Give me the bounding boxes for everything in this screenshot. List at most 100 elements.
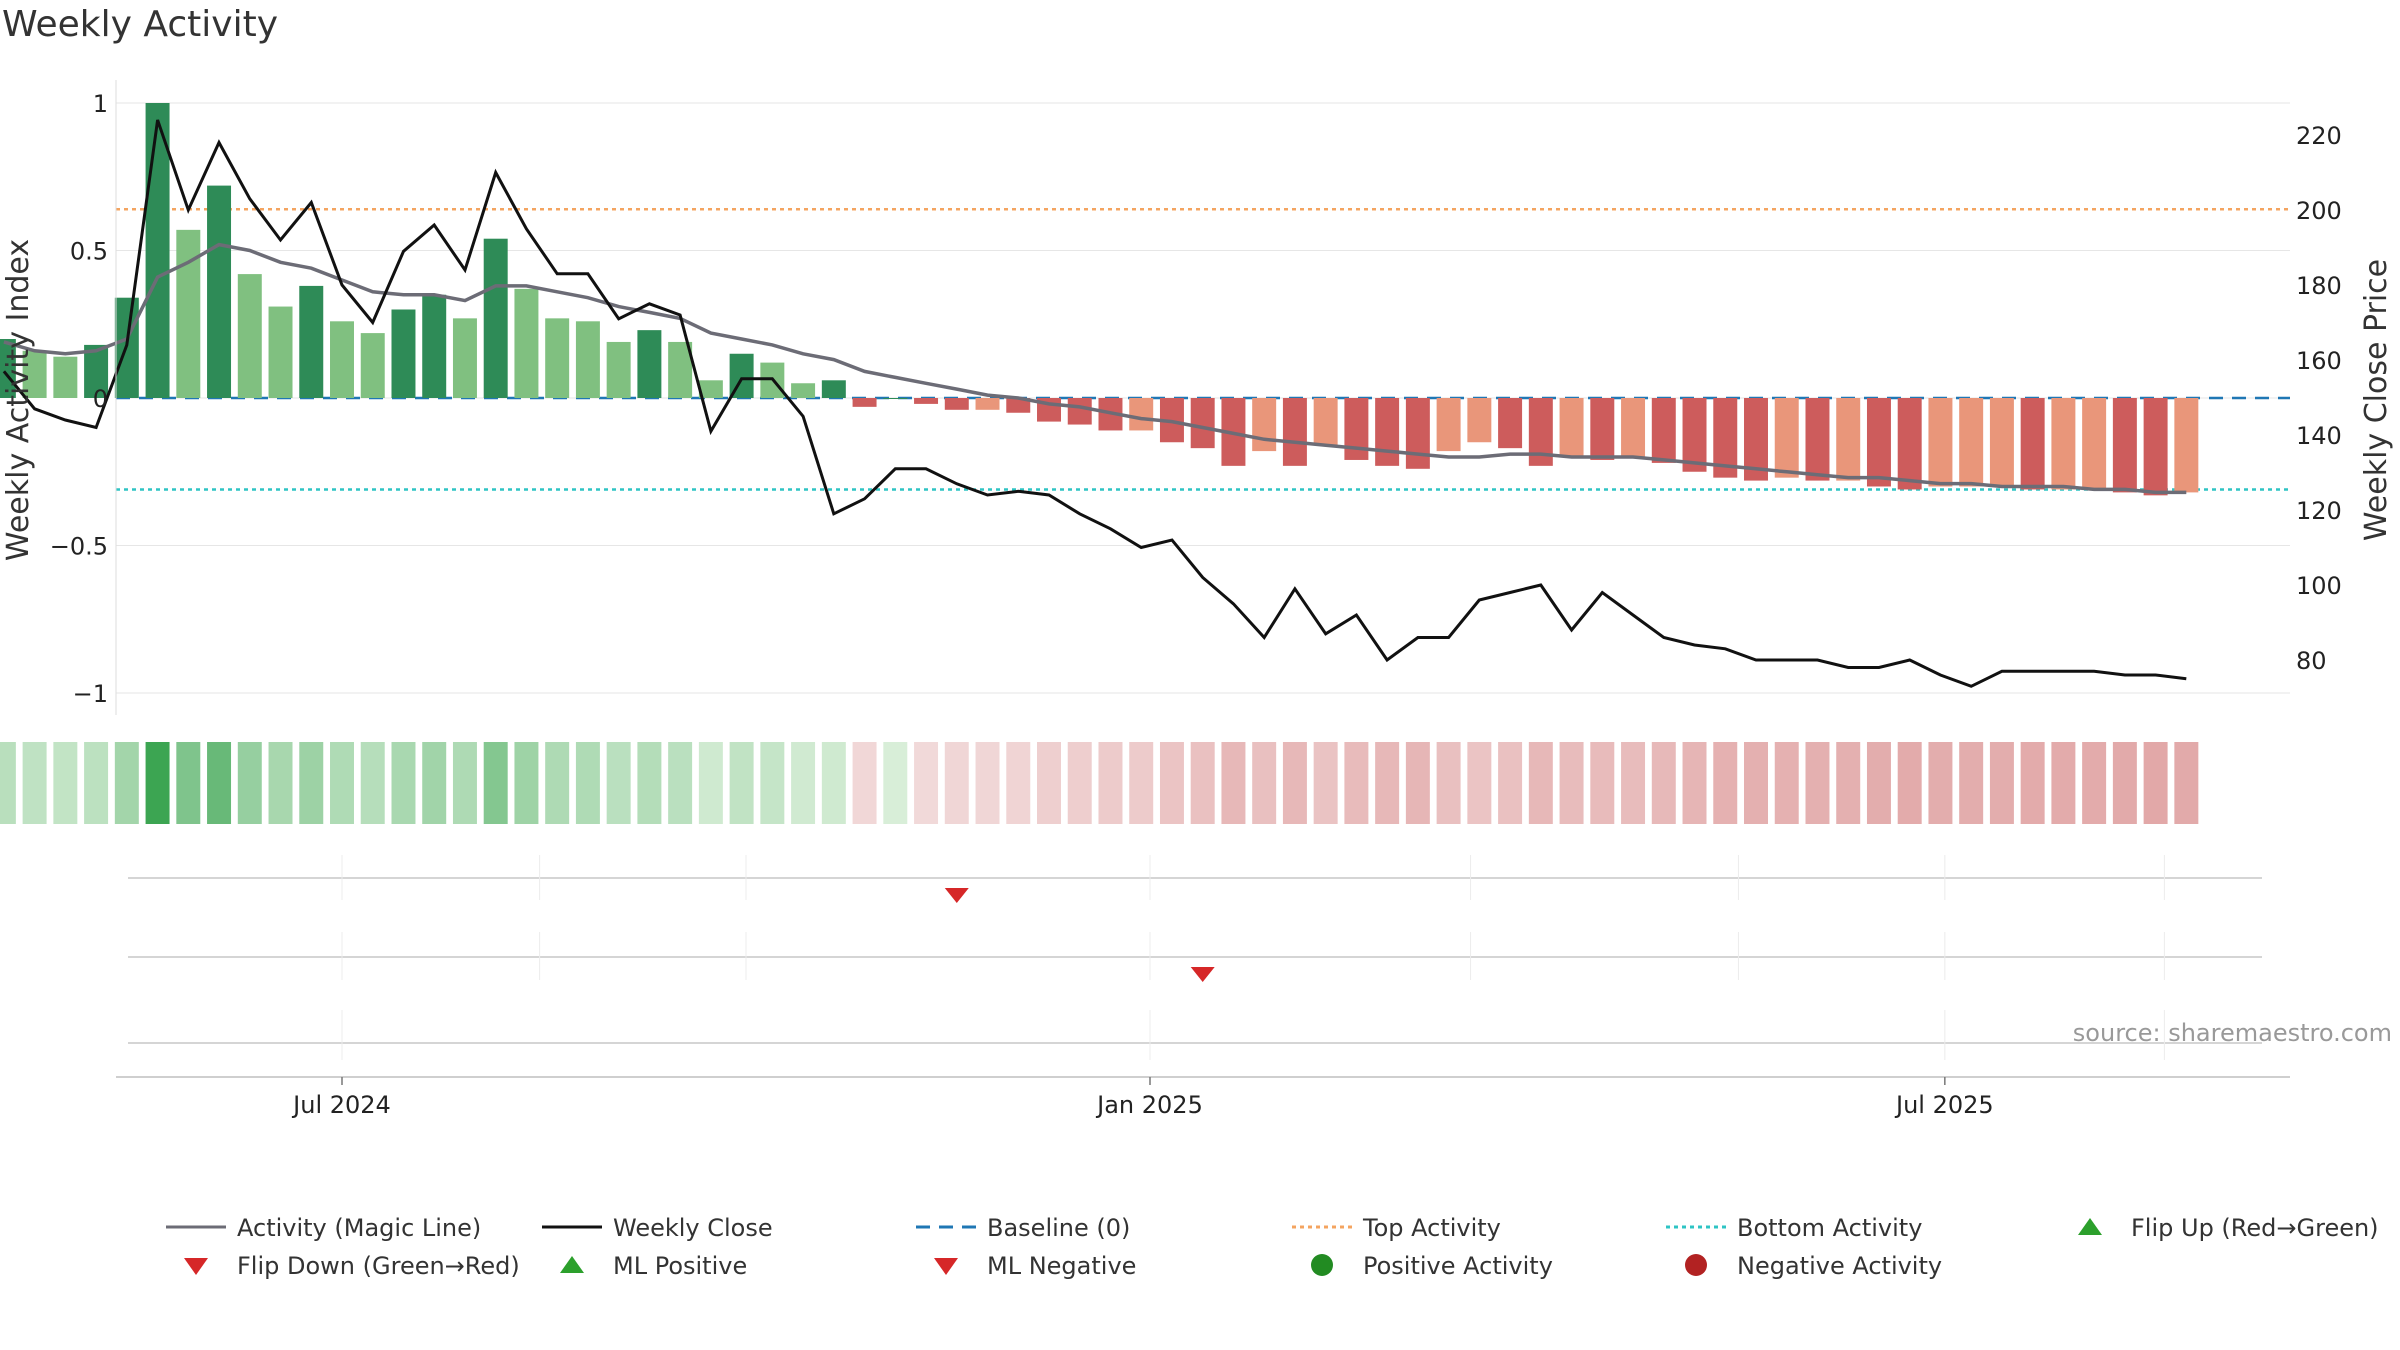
heat-strip-cell bbox=[1037, 742, 1061, 824]
activity-bar bbox=[575, 321, 600, 398]
heat-strip-cell bbox=[1098, 742, 1123, 824]
heat-strip-cell bbox=[1959, 742, 1984, 824]
activity-bar bbox=[1344, 398, 1369, 460]
flip-down-marker bbox=[1190, 967, 1215, 982]
x-tick-label: Jan 2025 bbox=[1095, 1091, 1203, 1119]
activity-bar bbox=[84, 344, 109, 398]
heat-strip-cell bbox=[84, 742, 109, 824]
activity-bar bbox=[1621, 398, 1646, 457]
heat-strip-cell bbox=[1651, 742, 1676, 824]
heat-strip-cell bbox=[1129, 742, 1154, 824]
magic-line-series bbox=[3, 242, 2187, 495]
legend-label: Positive Activity bbox=[1363, 1252, 1553, 1280]
heat-strip-cell bbox=[1375, 742, 1400, 824]
legend-swatch-down-triangle bbox=[184, 1258, 208, 1275]
heat-strip-cell bbox=[422, 742, 447, 824]
activity-bar bbox=[1405, 398, 1430, 469]
heat-strip-cell bbox=[1897, 742, 1922, 824]
legend: Activity (Magic Line) Weekly Close Baselin… bbox=[166, 1214, 2379, 1280]
activity-bar bbox=[1774, 398, 1799, 478]
heat-strip-cell bbox=[1744, 742, 1768, 824]
chart-title: Weekly Activity bbox=[2, 4, 279, 45]
legend-swatch-dot bbox=[1311, 1254, 1333, 1276]
heat-strip-cell bbox=[1221, 742, 1246, 824]
activity-bar bbox=[1067, 398, 1092, 425]
activity-bar bbox=[1866, 398, 1891, 487]
x-axis: Jul 2024 Jan 2025 Jul 2025 bbox=[116, 1076, 2290, 1119]
legend-item: Positive Activity bbox=[1311, 1252, 1553, 1280]
activity-bar bbox=[176, 229, 201, 398]
heat-strip-cell bbox=[1313, 742, 1338, 824]
series-lines bbox=[2, 119, 2187, 688]
heat-strip-cell bbox=[237, 742, 262, 824]
activity-bar bbox=[1836, 398, 1861, 481]
activity-bar bbox=[545, 318, 570, 398]
heat-strip-cell bbox=[1928, 742, 1953, 824]
activity-bar bbox=[1744, 398, 1768, 481]
activity-bar bbox=[1805, 398, 1830, 481]
activity-bar bbox=[1498, 398, 1523, 449]
heat-strip-cell bbox=[22, 742, 47, 824]
heat-strip-cell bbox=[1590, 742, 1615, 824]
activity-bar bbox=[1590, 398, 1615, 460]
activity-bar bbox=[2174, 398, 2199, 493]
y-tick-label-right: 100 bbox=[2296, 572, 2342, 600]
heat-strip-cell bbox=[145, 742, 170, 824]
heat-strip-cell bbox=[391, 742, 416, 824]
heat-strip-cell bbox=[1805, 742, 1830, 824]
y-tick-label-left: −0.5 bbox=[50, 533, 108, 561]
activity-bar bbox=[330, 321, 354, 398]
heat-strip-cell bbox=[176, 742, 201, 824]
activity-bar bbox=[2082, 398, 2107, 490]
activity-bar bbox=[1436, 398, 1461, 452]
heat-strip-cell bbox=[2112, 742, 2137, 824]
y-tick-label-right: 200 bbox=[2296, 197, 2342, 225]
legend-item: Bottom Activity bbox=[1666, 1214, 1922, 1242]
legend-label: Top Activity bbox=[1362, 1214, 1501, 1242]
legend-swatch-up-triangle bbox=[560, 1256, 584, 1273]
y-tick-label-right: 120 bbox=[2296, 497, 2342, 525]
y-tick-label-right: 140 bbox=[2296, 422, 2342, 450]
heat-strip-cell bbox=[2143, 742, 2168, 824]
legend-item: Baseline (0) bbox=[916, 1214, 1130, 1242]
heat-strip-cell bbox=[207, 742, 232, 824]
legend-label: ML Negative bbox=[987, 1252, 1136, 1280]
activity-bar bbox=[1897, 398, 1922, 490]
heat-strip-cell bbox=[1559, 742, 1584, 824]
legend-label: Activity (Magic Line) bbox=[237, 1214, 481, 1242]
heat-strip-cell bbox=[2051, 742, 2076, 824]
heat-strip-cell bbox=[0, 742, 16, 824]
legend-item: Weekly Close bbox=[542, 1214, 773, 1242]
y-tick-label-right: 220 bbox=[2296, 122, 2342, 150]
heat-strip-cell bbox=[821, 742, 846, 824]
legend-swatch-up-triangle bbox=[2078, 1218, 2102, 1235]
activity-bar bbox=[237, 274, 262, 398]
legend-label: Bottom Activity bbox=[1737, 1214, 1922, 1242]
activity-bar bbox=[22, 350, 47, 398]
heat-strip-cell bbox=[944, 742, 969, 824]
activity-bars bbox=[0, 103, 2199, 496]
y-axis-right-label: Weekly Close Price bbox=[2359, 259, 2394, 541]
activity-bar bbox=[514, 288, 539, 398]
y-axis-left-label: Weekly Activity Index bbox=[1, 239, 36, 561]
heat-strip-cell bbox=[1467, 742, 1492, 824]
activity-bar bbox=[698, 380, 723, 398]
activity-bar bbox=[1651, 398, 1676, 463]
activity-bar bbox=[2143, 398, 2168, 496]
activity-bar bbox=[1682, 398, 1707, 472]
activity-bar bbox=[2020, 398, 2045, 490]
legend-label: Negative Activity bbox=[1737, 1252, 1942, 1280]
legend-swatch-down-triangle bbox=[934, 1258, 958, 1275]
heat-strip-cell bbox=[1498, 742, 1523, 824]
heat-strip-cell bbox=[452, 742, 477, 824]
legend-item: Top Activity bbox=[1292, 1214, 1501, 1242]
activity-bar bbox=[2051, 398, 2076, 490]
activity-bar bbox=[452, 318, 477, 398]
heat-strip-cell bbox=[852, 742, 877, 824]
activity-bar bbox=[1989, 398, 2014, 487]
heat-strip-cell bbox=[514, 742, 539, 824]
heat-strip-cell bbox=[698, 742, 723, 824]
heat-strip-cell bbox=[1713, 742, 1738, 824]
activity-bar bbox=[852, 398, 877, 407]
activity-bar bbox=[1713, 398, 1738, 478]
